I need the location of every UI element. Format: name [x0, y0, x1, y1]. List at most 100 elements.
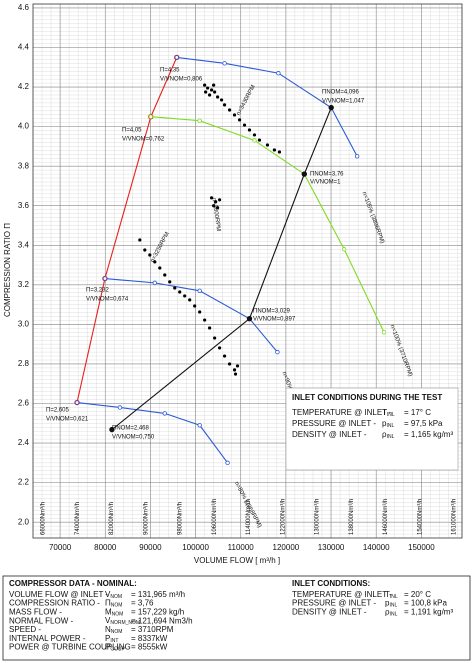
annotation: ΠNOM=3,76 — [310, 172, 344, 178]
line-marker — [301, 171, 308, 177]
line-marker — [222, 61, 227, 66]
x-tick-label: 70000 — [49, 543, 72, 552]
scatter-point — [208, 93, 212, 97]
line-marker — [341, 247, 347, 252]
y-tick-label: 4.6 — [18, 3, 30, 12]
series-line — [111, 107, 332, 431]
symbol-sub: INL — [390, 612, 398, 618]
info-label: PRESSURE @ INLET - — [292, 419, 376, 428]
flow-label: 74000Nm³/h — [75, 502, 81, 535]
scatter-point — [212, 204, 216, 208]
scatter-point — [216, 206, 220, 210]
x-tick-label: 100000 — [182, 543, 209, 552]
scatter-point — [216, 95, 220, 99]
scatter-point — [198, 310, 202, 314]
symbol-base: p — [385, 599, 390, 608]
info-label: DENSITY @ INLET - — [292, 608, 367, 617]
scatter-point — [272, 148, 277, 152]
annotation: Π=3,232 — [86, 288, 110, 294]
y-tick-label: 3.2 — [18, 280, 30, 289]
info-value: = 17° C — [404, 408, 431, 417]
scatter-point — [208, 326, 212, 330]
scatter-point — [138, 238, 142, 242]
x-tick-label: 130000 — [318, 543, 345, 552]
info-value: = 1,191 kg/m³ — [404, 608, 453, 617]
symbol-sub: INL — [390, 594, 398, 600]
y-tick-label: 2.0 — [18, 517, 30, 526]
info-label: NORMAL FLOW - — [9, 616, 73, 625]
symbol-base: N — [105, 625, 111, 634]
line-marker — [197, 423, 202, 428]
flow-label: 114000Nm³/h — [246, 499, 252, 535]
symbol: PCOUP — [105, 643, 125, 653]
flow-label: 90000Nm³/h — [143, 502, 149, 535]
info-block: INLET CONDITIONS DURING THE TEST TEMPERAT… — [292, 393, 453, 440]
scatter-point — [203, 318, 207, 322]
scatter-point — [158, 266, 162, 270]
scatter-point — [204, 90, 208, 94]
y-tick-label: 2.4 — [18, 438, 30, 447]
symbol-base: T — [382, 408, 387, 417]
scatter-point — [183, 294, 187, 298]
line-marker — [276, 71, 281, 76]
x-tick-label: 150000 — [408, 543, 435, 552]
annotation: ΠNOM=3,029 — [253, 309, 291, 315]
info-value: = 100,8 kPa — [404, 599, 447, 608]
info-title: INLET CONDITIONS DURING THE TEST — [292, 393, 442, 402]
flow-label: 138000Nm³/h — [349, 499, 355, 535]
info-label: MASS FLOW - — [9, 608, 62, 617]
x-tick-label: 120000 — [273, 543, 300, 552]
scatter-point — [203, 83, 207, 87]
scatter-point — [227, 108, 232, 112]
scatter-point — [153, 260, 157, 264]
info-label: TEMPERATURE @ INLET - — [292, 590, 392, 599]
scatter-point — [213, 90, 217, 94]
symbol-base: V — [105, 616, 111, 625]
line-marker — [381, 330, 387, 335]
info-label: COMPRESSION RATIO - — [9, 599, 100, 608]
x-axis-label: VOLUME FLOW [ m³/h ] — [194, 556, 280, 565]
y-tick-label: 3.8 — [18, 161, 30, 170]
symbol-sub: INL — [387, 412, 395, 418]
line-marker — [152, 280, 157, 286]
info-label: VOLUME FLOW @ INLET - — [9, 590, 108, 599]
scatter-point — [209, 196, 214, 200]
line-marker — [197, 288, 202, 293]
symbol-sub: INL — [386, 423, 394, 429]
info-label: PRESSURE @ INLET - — [292, 599, 376, 608]
scatter-point — [209, 88, 214, 92]
info-label: DENSITY @ INLET - — [292, 430, 367, 439]
scatter-point — [222, 354, 227, 358]
annotation: V/VNOM=0,897 — [253, 317, 296, 323]
scatter-point — [217, 346, 222, 350]
scatter-point — [233, 372, 238, 376]
flow-label: 154000Nm³/h — [417, 499, 423, 535]
scatter-point — [277, 150, 282, 154]
y-tick-label: 2.8 — [18, 359, 30, 368]
line-marker — [174, 55, 179, 60]
symbol: pINL — [382, 419, 394, 429]
y-tick-label: 4.4 — [18, 43, 30, 52]
scatter-point — [212, 83, 216, 87]
symbol: TINL — [382, 408, 395, 418]
annotation: V/VNOM=0,750 — [112, 435, 155, 441]
symbol: PINT — [105, 634, 118, 644]
y-tick-label: 2.6 — [18, 399, 30, 408]
symbol: MNOM — [105, 608, 123, 618]
info-value: = 131,965 m³/h — [131, 590, 185, 599]
info-block: COMPRESSOR DATA - NOMINAL: VOLUME FLOW @ … — [9, 579, 193, 653]
inlet-test-box — [285, 387, 459, 471]
symbol: ρINL — [385, 608, 398, 618]
symbol-sub: NORM_NOM — [110, 621, 140, 627]
line-marker — [328, 104, 334, 111]
plot-frame — [32, 3, 463, 539]
info-title: INLET CONDITIONS: — [292, 579, 370, 588]
flow-label: 130000Nm³/h — [315, 499, 321, 535]
y-tick-label: 4.0 — [18, 122, 30, 131]
symbol-base: M — [105, 608, 112, 617]
symbol: TINL — [385, 590, 398, 600]
series-line — [150, 116, 385, 333]
y-axis-label: COMPRESSION RATIO Π — [3, 223, 12, 317]
scatter-point — [247, 128, 252, 132]
line-marker — [109, 426, 115, 433]
